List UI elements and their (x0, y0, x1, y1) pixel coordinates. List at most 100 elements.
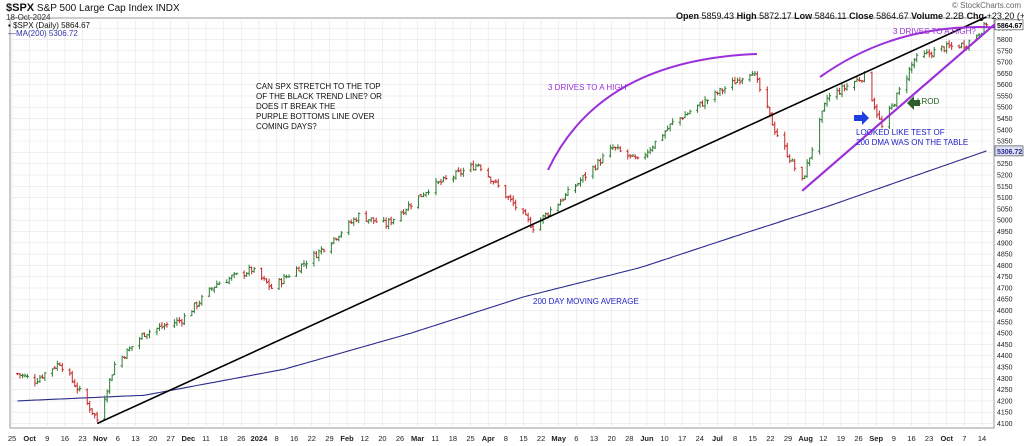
x-tick-label: Jul (712, 434, 723, 443)
drives-annotation-2: 3 DRIVES TO A HIGH? (893, 27, 976, 36)
volume-value: 2.2B (945, 11, 965, 21)
y-tick-label: 4100 (997, 421, 1013, 428)
x-tick-label: 23 (78, 434, 86, 443)
x-tick-label: 13 (590, 434, 598, 443)
ma200-line (17, 150, 987, 402)
y-tick-label: 5000 (997, 218, 1013, 225)
high-value: 5872.17 (759, 11, 792, 21)
x-tick-label: 15 (519, 434, 527, 443)
legend-price-text: $SPX (Daily) 5864.67 (13, 21, 91, 30)
x-tick-label: 24 (696, 434, 704, 443)
y-tick-label: 4450 (997, 342, 1013, 349)
question-line-1: CAN SPX STRETCH TO THE TOP (256, 82, 381, 91)
retest-line-1: LOOKED LIKE TEST OF (856, 128, 945, 137)
x-tick-label: Mar (411, 434, 424, 443)
y-tick-label: 5200 (997, 172, 1013, 179)
ticker-symbol: $SPX (6, 2, 35, 14)
plot-area (9, 17, 995, 429)
x-tick-label: 8 (504, 434, 508, 443)
ma-price-marker: 5306.72 (997, 149, 1022, 156)
x-tick-label: 22 (766, 434, 774, 443)
x-tick-label: 20 (607, 434, 615, 443)
x-tick-label: 26 (396, 434, 404, 443)
y-tick-label: 5250 (997, 161, 1013, 168)
x-tick-label: 15 (749, 434, 757, 443)
x-tick-label: 29 (325, 434, 333, 443)
question-line-4: PURPLE BOTTOMS LINE OVER (256, 112, 375, 121)
x-tick-label: 11 (202, 434, 210, 443)
y-tick-label: 4300 (997, 376, 1013, 383)
y-tick-label: 4900 (997, 240, 1013, 247)
x-tick-label: 2024 (251, 434, 269, 443)
x-tick-label: Sep (869, 434, 883, 443)
question-line-3: DOES IT BREAK THE (256, 102, 336, 111)
open-label: Open (676, 11, 700, 21)
y-tick-label: 4150 (997, 410, 1013, 417)
x-tick-label: Feb (340, 434, 354, 443)
x-tick-label: 14 (978, 434, 986, 443)
x-tick-label: 6 (116, 434, 120, 443)
question-annotation: CAN SPX STRETCH TO THE TOP OF THE BLACK … (256, 82, 382, 132)
x-tick-label: 28 (625, 434, 633, 443)
y-tick-label: 4850 (997, 252, 1013, 259)
ohlc-readout: Open 5859.43 High 5872.17 Low 5846.11 Cl… (676, 11, 1024, 21)
ma-price-marker-box (994, 145, 1024, 157)
last-price-marker: 5864.67 (997, 23, 1022, 30)
source-credit: © StockCharts.com (952, 1, 1022, 10)
y-tick-label: 5550 (997, 93, 1013, 100)
x-tick-label: Nov (93, 434, 108, 443)
x-tick-label: 13 (131, 434, 139, 443)
chg-value: +23.20 (+0.40%) (986, 11, 1024, 21)
open-value: 5859.43 (701, 11, 735, 21)
x-tick-label: 11 (431, 434, 439, 443)
y-tick-label: 5800 (997, 37, 1013, 44)
legend-ma-text: MA(200) 5306.72 (16, 29, 78, 38)
drives-arc-2 (819, 26, 1006, 78)
close-label: Close (849, 11, 874, 21)
y-tick-label: 5400 (997, 127, 1013, 134)
question-line-2: OF THE BLACK TREND LINE? OR (256, 92, 382, 101)
low-label: Low (794, 11, 813, 21)
x-tick-label: 9 (892, 434, 896, 443)
x-tick-label: Aug (798, 434, 813, 443)
y-tick-label: 5700 (997, 60, 1013, 67)
x-tick-label: May (551, 434, 566, 443)
x-tick-label: Apr (482, 434, 495, 443)
x-tick-label: 9 (45, 434, 49, 443)
legend-price: ▪ $SPX (Daily) 5864.67 (8, 21, 91, 30)
x-tick-label: 7 (962, 434, 966, 443)
x-tick-label: 20 (149, 434, 157, 443)
x-tick-label: 22 (308, 434, 316, 443)
y-tick-label: 5100 (997, 195, 1013, 202)
blue-arrow-icon (854, 111, 869, 125)
y-tick-label: 5750 (997, 48, 1013, 55)
x-tick-label: 18 (219, 434, 227, 443)
chg-label: Chg (966, 11, 985, 21)
x-tick-label: 25 (8, 434, 16, 443)
x-tick-label: 18 (449, 434, 457, 443)
x-tick-label: 26 (237, 434, 245, 443)
y-tick-label: 5150 (997, 184, 1013, 191)
y-tick-label: 4350 (997, 365, 1013, 372)
x-tick-label: 23 (925, 434, 933, 443)
y-tick-label: 5450 (997, 116, 1013, 123)
index-name: S&P 500 Large Cap Index (36, 3, 153, 14)
x-tick-label: 12 (819, 434, 827, 443)
x-tick-label: 16 (61, 434, 69, 443)
x-tick-label: Jun (640, 434, 654, 443)
black-trend-line (96, 16, 987, 425)
lrod-annotation: LROD (917, 97, 940, 106)
y-tick-label: 5600 (997, 82, 1013, 89)
x-tick-label: 16 (290, 434, 298, 443)
x-tick-label: 16 (907, 434, 915, 443)
x-tick-label: 10 (660, 434, 668, 443)
x-tick-label: 19 (837, 434, 845, 443)
green-arrow-icon (907, 96, 920, 110)
y-tick-label: 4650 (997, 297, 1013, 304)
y-tick-label: 4600 (997, 308, 1013, 315)
ma-annotation: 200 DAY MOVING AVERAGE (533, 297, 639, 306)
y-tick-label: 4200 (997, 398, 1013, 405)
volume-label: Volume (911, 11, 944, 21)
x-tick-label: 26 (854, 434, 862, 443)
